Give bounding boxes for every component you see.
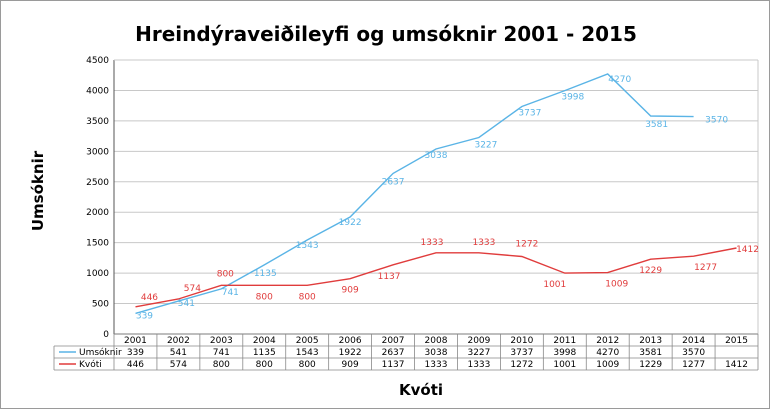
data-label: 541 xyxy=(178,299,195,309)
table-cell: 800 xyxy=(256,360,273,370)
y-tick-label: 4500 xyxy=(86,56,109,66)
table-cell: 1333 xyxy=(467,360,490,370)
x-tick-label: 2014 xyxy=(682,336,705,346)
data-label: 800 xyxy=(217,269,234,279)
table-cell: 741 xyxy=(213,348,230,358)
data-label: 1009 xyxy=(605,280,628,290)
table-cell: 446 xyxy=(127,360,144,370)
table-cell: 3998 xyxy=(553,348,576,358)
x-tick-label: 2012 xyxy=(596,336,619,346)
data-label: 800 xyxy=(299,292,316,302)
table-cell: 1135 xyxy=(253,348,276,358)
y-tick-label: 2000 xyxy=(86,208,109,218)
table-cell: 3038 xyxy=(425,348,448,358)
x-tick-label: 2011 xyxy=(553,336,576,346)
data-label: 4270 xyxy=(608,75,631,85)
table-cell: 1137 xyxy=(382,360,405,370)
data-label: 1922 xyxy=(339,218,362,228)
legend-entry: Umsóknir xyxy=(79,347,122,358)
data-label: 3737 xyxy=(518,108,541,118)
table-cell: 1001 xyxy=(553,360,576,370)
data-label: 1001 xyxy=(543,280,566,290)
table-cell: 541 xyxy=(170,348,187,358)
table-cell: 3581 xyxy=(639,348,662,358)
table-cell: 3227 xyxy=(467,348,490,358)
data-label: 3227 xyxy=(474,141,497,151)
table-cell: 2637 xyxy=(382,348,405,358)
x-tick-label: 2001 xyxy=(124,336,147,346)
data-label: 800 xyxy=(256,292,273,302)
data-label: 1135 xyxy=(254,269,277,279)
y-tick-label: 1500 xyxy=(86,239,109,249)
data-label: 1277 xyxy=(694,263,717,273)
table-cell: 1009 xyxy=(596,360,619,370)
data-label: 574 xyxy=(184,284,201,294)
data-labels: 339 541 741 1135 1543 1922 2637 3038 3227 3737 399… xyxy=(136,75,759,321)
y-tick-label: 0 xyxy=(103,330,109,340)
data-label: 1137 xyxy=(378,272,401,282)
data-label: 2637 xyxy=(382,177,405,187)
data-label: 1333 xyxy=(472,238,495,248)
table-cell: 1272 xyxy=(510,360,533,370)
x-tick-label: 2006 xyxy=(339,336,362,346)
table-cell: 1543 xyxy=(296,348,319,358)
table-cell: 1412 xyxy=(725,360,748,370)
data-label: 3570 xyxy=(705,116,728,126)
y-axis-title: Umsóknir xyxy=(29,150,47,231)
x-tick-label: 2013 xyxy=(639,336,662,346)
x-tick-label: 2003 xyxy=(210,336,233,346)
y-tick-label: 4000 xyxy=(86,86,109,96)
data-table: 2001 2002 2003 2004 2005 2006 2007 2008 2009 2010… xyxy=(53,333,759,371)
series-lines xyxy=(135,73,737,315)
table-cell: 1333 xyxy=(425,360,448,370)
data-label: 3998 xyxy=(561,93,584,103)
x-tick-label: 2008 xyxy=(425,336,448,346)
y-tick-label: 1000 xyxy=(86,269,109,279)
chart-title: Hreindýraveiðileyfi og umsóknir 2001 - 2… xyxy=(135,22,637,46)
y-tick-label: 3500 xyxy=(86,117,109,127)
y-axis-ticks: 0 500 1000 1500 2000 2500 3000 3500 4000 4500 xyxy=(86,56,109,340)
data-label: 909 xyxy=(342,286,359,296)
table-cell: 800 xyxy=(299,360,316,370)
data-label: 339 xyxy=(136,311,153,321)
table-cell: 909 xyxy=(342,360,359,370)
table-cell: 339 xyxy=(127,348,144,358)
table-cell: 1277 xyxy=(682,360,705,370)
table-cell: 800 xyxy=(213,360,230,370)
data-label: 1229 xyxy=(639,266,662,276)
y-tick-label: 3000 xyxy=(86,147,109,157)
x-tick-label: 2009 xyxy=(467,336,490,346)
data-label: 1272 xyxy=(515,240,538,250)
table-cell: 3570 xyxy=(682,348,705,358)
legend-entry: Kvóti xyxy=(79,359,102,370)
y-tick-label: 500 xyxy=(92,300,109,310)
data-label: 3581 xyxy=(645,120,668,130)
x-tick-label: 2007 xyxy=(382,336,405,346)
x-tick-label: 2010 xyxy=(510,336,533,346)
table-cell: 1229 xyxy=(639,360,662,370)
data-label: 446 xyxy=(141,293,158,303)
data-label: 3038 xyxy=(425,151,448,161)
x-tick-label: 2015 xyxy=(725,336,748,346)
table-cell: 3737 xyxy=(510,348,533,358)
gridlines xyxy=(113,59,759,335)
data-label: 1543 xyxy=(296,241,319,251)
y-tick-label: 2500 xyxy=(86,178,109,188)
x-axis-title: Kvóti xyxy=(399,381,443,399)
data-label: 741 xyxy=(222,288,239,298)
data-label: 1333 xyxy=(421,238,444,248)
table-cell: 4270 xyxy=(596,348,619,358)
series-line-2 xyxy=(135,247,737,308)
data-label: 1412 xyxy=(736,245,759,255)
x-tick-label: 2004 xyxy=(253,336,276,346)
table-cell: 574 xyxy=(170,360,187,370)
table-cell: 1922 xyxy=(339,348,362,358)
x-tick-label: 2002 xyxy=(167,336,190,346)
x-tick-label: 2005 xyxy=(296,336,319,346)
